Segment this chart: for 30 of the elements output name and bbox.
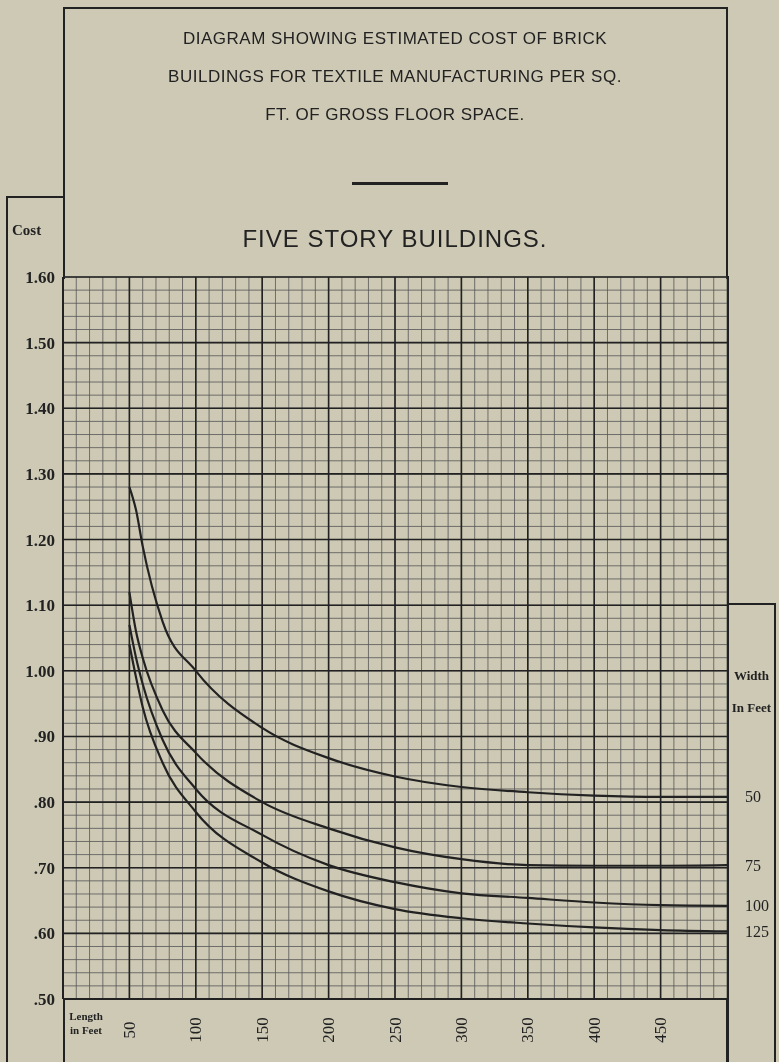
y-tick-label: .70	[33, 858, 55, 878]
series-label: 100	[745, 897, 769, 915]
y-tick-label: 1.50	[25, 333, 55, 353]
x-tick-label: 100	[186, 1017, 206, 1043]
series-label: 75	[745, 856, 761, 874]
y-tick-label: 1.20	[25, 530, 55, 550]
x-tick-label: 50	[119, 1021, 139, 1039]
x-tick-label: 250	[385, 1017, 405, 1043]
y-tick-label: .50	[33, 990, 55, 1010]
y-tick-label: .90	[33, 727, 55, 747]
y-tick-label: 1.30	[25, 464, 55, 484]
y-tick-label: .80	[33, 793, 55, 813]
y-tick-label: 1.10	[25, 596, 55, 616]
x-tick-label: 300	[451, 1017, 471, 1043]
y-axis-title: Cost	[12, 222, 42, 239]
y-tick-label: 1.40	[25, 399, 55, 419]
series-label: 50	[745, 788, 761, 806]
x-tick-label: 150	[252, 1017, 272, 1043]
series-label: 125	[745, 922, 769, 940]
y-tick-label: .60	[33, 924, 55, 944]
chart-subtitle: FIVE STORY BUILDINGS.	[241, 225, 549, 253]
chart-title: DIAGRAM SHOWING ESTIMATED COST OF BRICK BUILDINGS FOR TEXTILE MANUFACTURING PER SQ. FT. OF GROSS FLOOR SPACE.	[167, 28, 623, 126]
x-tick-label: 450	[651, 1017, 671, 1043]
x-axis-title: Length in Feet	[68, 1009, 104, 1037]
x-tick-label: 200	[319, 1017, 339, 1043]
x-tick-label: 350	[518, 1017, 538, 1043]
y-tick-label: 1.00	[25, 661, 55, 681]
x-tick-label: 400	[584, 1017, 604, 1043]
y-tick-label: 1.60	[25, 268, 55, 288]
text: Width In Feet	[731, 668, 772, 715]
